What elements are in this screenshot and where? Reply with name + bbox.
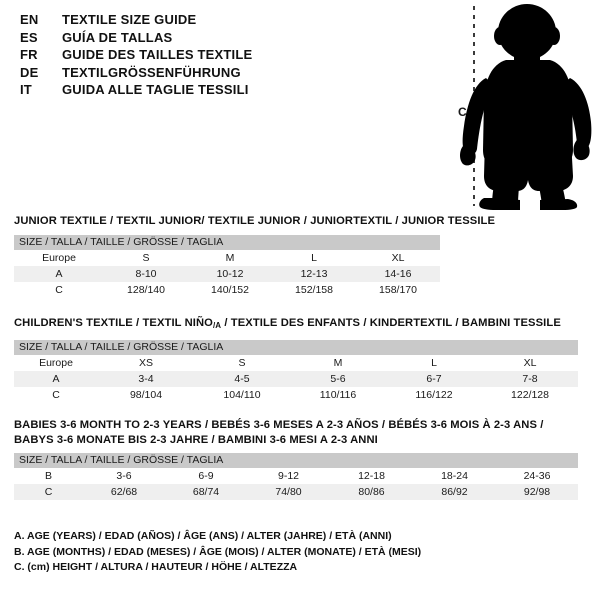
table-row: C 128/140 140/152 152/158 158/170: [14, 281, 441, 298]
section-title-children-pre: CHILDREN'S TEXTILE / TEXTIL NIÑO: [14, 317, 213, 329]
section-babies-textile: BABIES 3-6 MONTH TO 2-3 YEARS / BEBÉS 3-…: [14, 418, 579, 500]
cell: 5-6: [290, 370, 386, 387]
cell: 68/74: [165, 484, 247, 500]
cell: 6-7: [386, 370, 482, 387]
section-title-children: CHILDREN'S TEXTILE / TEXTIL NIÑO/A / TEX…: [14, 316, 578, 334]
language-row-en: EN TEXTILE SIZE GUIDE: [20, 12, 420, 30]
cell: 62/68: [83, 484, 165, 500]
cell: 116/122: [386, 386, 482, 403]
band-label: SIZE / TALLA / TAILLE / GRÖSSE / TAGLIA: [14, 453, 579, 468]
junior-size-table: SIZE / TALLA / TAILLE / GRÖSSE / TAGLIA …: [14, 234, 441, 298]
legend-line-b: B. AGE (MONTHS) / EDAD (MESES) / ÂGE (MO…: [14, 545, 422, 558]
cell: 6-9: [165, 468, 247, 484]
silhouette-body: [460, 4, 592, 210]
guide-title: GUIDA ALLE TAGLIE TESSILI: [62, 82, 249, 97]
children-size-table: SIZE / TALLA / TAILLE / GRÖSSE / TAGLIA …: [14, 339, 578, 403]
row-label: A: [14, 265, 104, 282]
guide-title: TEXTILE SIZE GUIDE: [62, 12, 197, 27]
section-title-babies-line1: BABIES 3-6 MONTH TO 2-3 YEARS / BEBÉS 3-…: [14, 419, 544, 431]
legend-line-a: A. AGE (YEARS) / EDAD (AÑOS) / ÂGE (ANS)…: [14, 530, 392, 542]
cell: S: [104, 249, 188, 266]
cell: 24-36: [496, 468, 579, 484]
cell: 7-8: [482, 370, 578, 387]
cell: 4-5: [194, 370, 290, 387]
cell: L: [272, 249, 356, 266]
row-label: Europe: [14, 354, 98, 371]
cell: 14-16: [356, 265, 441, 282]
cell: M: [290, 354, 386, 371]
table-band-row: SIZE / TALLA / TAILLE / GRÖSSE / TAGLIA: [14, 234, 441, 250]
table-band-row: SIZE / TALLA / TAILLE / GRÖSSE / TAGLIA: [14, 339, 578, 355]
cell: 12-13: [272, 265, 356, 282]
cell: 80/86: [330, 484, 413, 500]
language-row-fr: FR GUIDE DES TAILLES TEXTILE: [20, 47, 420, 65]
row-label: A: [14, 370, 98, 387]
legend-line-c: C. (cm) HEIGHT / ALTURA / HAUTEUR / HÖHE…: [14, 561, 298, 573]
guide-title: GUÍA DE TALLAS: [62, 29, 173, 45]
babies-size-table: SIZE / TALLA / TAILLE / GRÖSSE / TAGLIA …: [14, 453, 579, 500]
cell: XL: [356, 249, 441, 266]
cell: 92/98: [496, 484, 579, 500]
guide-title: TEXTILGRÖSSENFÜHRUNG: [62, 64, 241, 80]
cell: 18-24: [413, 468, 496, 484]
language-code: IT: [20, 82, 32, 97]
section-children-textile: CHILDREN'S TEXTILE / TEXTIL NIÑO/A / TEX…: [14, 316, 578, 403]
row-label: B: [14, 468, 83, 484]
cell: 74/80: [247, 484, 330, 500]
cell: 10-12: [188, 265, 272, 282]
language-row-de: DE TEXTILGRÖSSENFÜHRUNG: [20, 65, 420, 83]
cell: S: [194, 354, 290, 371]
section-junior-textile: JUNIOR TEXTILE / TEXTIL JUNIOR/ TEXTILE …: [14, 214, 495, 298]
toddler-silhouette-icon: [460, 4, 592, 210]
cell: M: [188, 249, 272, 266]
cell: 110/116: [290, 386, 386, 403]
cell: L: [386, 354, 482, 371]
cell: 158/170: [356, 281, 441, 298]
section-title-babies-line2: BABYS 3-6 MONATE BIS 2-3 JAHRE / BAMBINI…: [14, 433, 378, 446]
guide-title: GUIDE DES TAILLES TEXTILE: [62, 47, 253, 62]
section-title-children-sub: /A: [212, 321, 222, 330]
cell: XL: [482, 354, 578, 371]
cell: 140/152: [188, 281, 272, 298]
cell: 104/110: [194, 386, 290, 403]
cell: 9-12: [247, 468, 330, 484]
language-title-block: EN TEXTILE SIZE GUIDE ES GUÍA DE TALLAS …: [20, 12, 420, 100]
table-row: A 3-4 4-5 5-6 6-7 7-8: [14, 370, 578, 387]
cell: XS: [98, 354, 194, 371]
table-row: B 3-6 6-9 9-12 12-18 18-24 24-36: [14, 468, 579, 484]
cell: 152/158: [272, 281, 356, 298]
language-code: EN: [20, 12, 39, 27]
band-label: SIZE / TALLA / TAILLE / GRÖSSE / TAGLIA: [14, 234, 441, 250]
row-label: C: [14, 484, 83, 500]
table-row: A 8-10 10-12 12-13 14-16: [14, 265, 441, 282]
language-row-it: IT GUIDA ALLE TAGLIE TESSILI: [20, 82, 420, 100]
band-label: SIZE / TALLA / TAILLE / GRÖSSE / TAGLIA: [14, 339, 578, 355]
table-row: Europe XS S M L XL: [14, 354, 578, 371]
cell: 8-10: [104, 265, 188, 282]
cell: 12-18: [330, 468, 413, 484]
language-code: FR: [20, 47, 38, 62]
language-code: DE: [20, 64, 39, 80]
measurement-legend: A. AGE (YEARS) / EDAD (AÑOS) / ÂGE (ANS)…: [14, 529, 421, 576]
cell: 3-4: [98, 370, 194, 387]
language-row-es: ES GUÍA DE TALLAS: [20, 30, 420, 48]
language-code: ES: [20, 29, 38, 45]
cell: 122/128: [482, 386, 578, 403]
height-measurement-illustration: C: [440, 0, 600, 212]
table-row: C 62/68 68/74 74/80 80/86 86/92 92/98: [14, 484, 579, 500]
table-band-row: SIZE / TALLA / TAILLE / GRÖSSE / TAGLIA: [14, 453, 579, 468]
section-title-junior: JUNIOR TEXTILE / TEXTIL JUNIOR/ TEXTILE …: [14, 215, 496, 227]
cell: 98/104: [98, 386, 194, 403]
cell: 3-6: [83, 468, 165, 484]
measurement-label-c: C: [458, 105, 467, 119]
row-label: Europe: [14, 249, 104, 266]
table-row: Europe S M L XL: [14, 249, 441, 266]
section-title-children-post: / TEXTILE DES ENFANTS / KINDERTEXTIL / B…: [221, 317, 561, 329]
row-label: C: [14, 281, 104, 298]
table-row: C 98/104 104/110 110/116 116/122 122/128: [14, 386, 578, 403]
cell: 128/140: [104, 281, 188, 298]
row-label: C: [14, 386, 98, 403]
cell: 86/92: [413, 484, 496, 500]
